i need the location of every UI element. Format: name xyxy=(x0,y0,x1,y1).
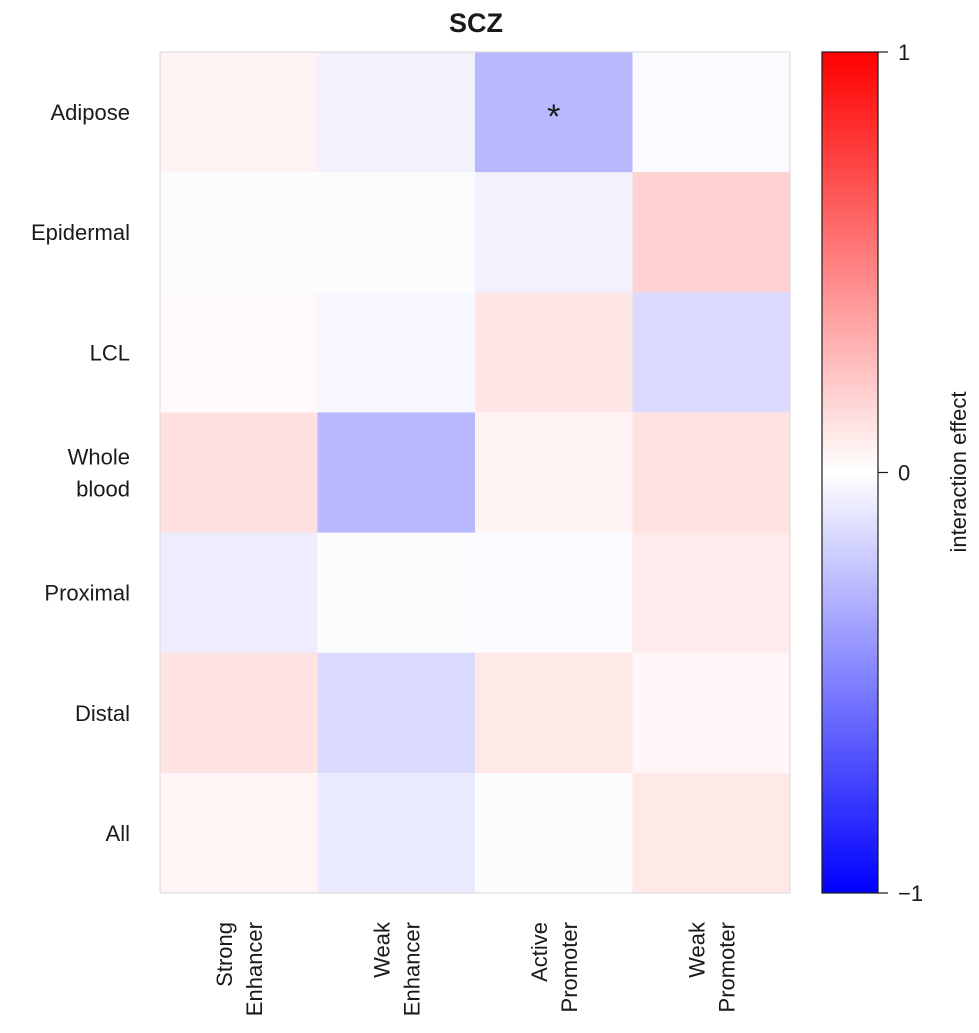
heatmap-cell xyxy=(475,532,633,654)
column-label: Weak Promoter xyxy=(684,921,739,1012)
column-label: Strong Enhancer xyxy=(212,922,267,1016)
heatmap-cell xyxy=(475,412,633,534)
colorbar-tick-label: −1 xyxy=(898,881,923,906)
column-labels: Strong Enhancer Weak Enhancer Active Promoter… xyxy=(212,921,740,1016)
heatmap-cell xyxy=(475,172,633,293)
heatmap-cell xyxy=(632,772,791,894)
heatmap-cell xyxy=(475,52,633,173)
plot-frame xyxy=(159,51,791,894)
colorbar-tick-label: 1 xyxy=(898,40,910,65)
heatmap-cell xyxy=(317,412,476,534)
significance-markers: * xyxy=(547,98,560,136)
row-labels: Adipose Epidermal LCL Whole blood Proximal Dis… xyxy=(31,100,130,846)
heatmap-cell xyxy=(317,652,476,774)
heatmap-cell xyxy=(160,532,318,654)
heatmap-cell xyxy=(475,772,633,894)
heatmap-cell xyxy=(160,52,318,173)
colorbar-gradient xyxy=(821,51,879,894)
row-label: All xyxy=(106,821,130,846)
heatmap-cell xyxy=(160,772,318,894)
chart-title: SCZ xyxy=(449,8,503,38)
heatmap-cell xyxy=(317,52,476,173)
heatmap-cell xyxy=(160,412,318,534)
heatmap-cell xyxy=(632,412,791,534)
heatmap-cell xyxy=(317,772,476,894)
significance-star: * xyxy=(547,98,560,136)
heatmap-cell xyxy=(632,292,791,413)
colorbar-tick-label: 0 xyxy=(898,461,910,486)
heatmap-cell xyxy=(632,652,791,774)
row-label: Adipose xyxy=(50,100,130,125)
heatmap-cell xyxy=(317,292,476,413)
heatmap-cell xyxy=(160,292,318,413)
heatmap-cell xyxy=(160,652,318,774)
heatmap-cell xyxy=(632,52,791,173)
row-label: Whole blood xyxy=(68,445,130,502)
heatmap-cell xyxy=(160,172,318,293)
heatmap-cell xyxy=(317,172,476,293)
row-label: Epidermal xyxy=(31,220,130,245)
colorbar: 1 0 −1 interaction effect xyxy=(821,40,971,906)
column-label: Weak Enhancer xyxy=(369,921,424,1016)
column-label: Active Promoter xyxy=(527,922,582,1012)
row-label: LCL xyxy=(90,340,130,365)
colorbar-label: interaction effect xyxy=(946,391,971,552)
heatmap-cell xyxy=(632,532,791,654)
heatmap-cells xyxy=(160,52,791,894)
heatmap-cell xyxy=(317,532,476,654)
row-label: Proximal xyxy=(44,581,130,606)
heatmap-cell xyxy=(475,652,633,774)
colorbar-ticks: 1 0 −1 xyxy=(878,40,923,906)
heatmap-cell xyxy=(475,292,633,413)
heatmap-cell xyxy=(632,172,791,293)
row-label: Distal xyxy=(75,701,130,726)
